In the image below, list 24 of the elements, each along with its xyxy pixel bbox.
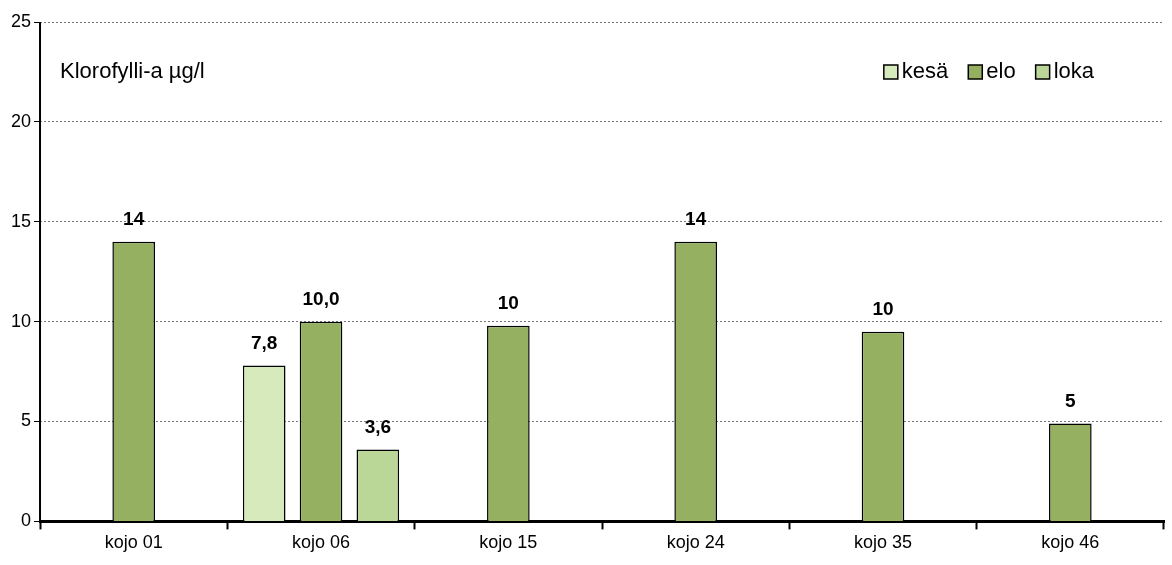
- data-label: 10,0: [302, 288, 340, 310]
- data-label: 10: [872, 298, 894, 320]
- x-tick-label: kojo 06: [291, 532, 351, 553]
- data-label: 14: [123, 208, 145, 230]
- y-tick-label: 20: [10, 110, 32, 131]
- legend-label: loka: [1053, 58, 1095, 84]
- x-tick-label: kojo 15: [479, 532, 538, 553]
- y-tick-label: 25: [10, 10, 32, 31]
- y-tick-label: 5: [21, 410, 32, 431]
- y-tick-label: 15: [10, 210, 32, 231]
- x-tick-label: kojo 24: [666, 532, 725, 553]
- x-tick-label: kojo 46: [1041, 532, 1100, 553]
- data-label: 7,8: [250, 332, 278, 354]
- y-tick-label: 0: [21, 510, 32, 531]
- x-tick-label: kojo 01: [104, 532, 163, 553]
- y-tick-label: 10: [10, 310, 32, 331]
- text: Klorofylli-a µg/l: [60, 58, 205, 84]
- x-tick-label: kojo 35: [853, 532, 913, 553]
- data-label: 14: [685, 208, 707, 230]
- legend-label: elo: [986, 58, 1016, 84]
- data-label: 5: [1065, 390, 1077, 412]
- legend-label: kesä: [901, 58, 950, 84]
- data-label: 10: [497, 292, 519, 314]
- data-label: 3,6: [364, 416, 392, 438]
